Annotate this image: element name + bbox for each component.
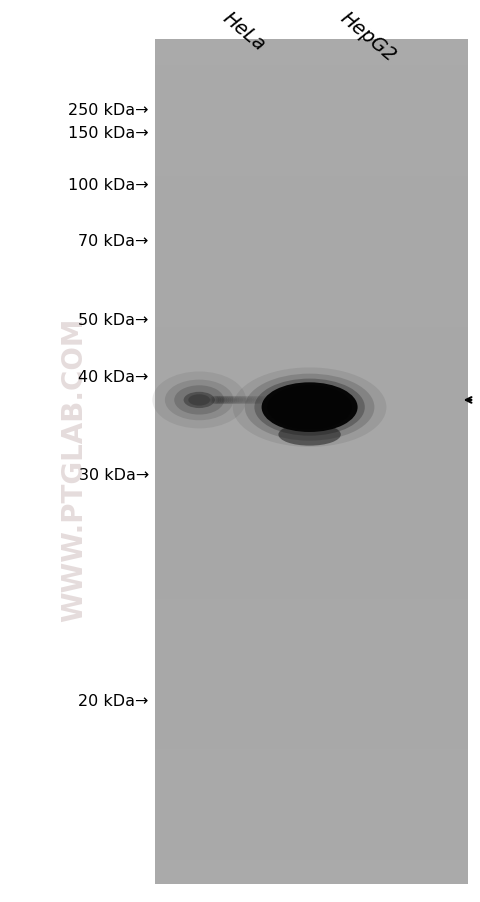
Text: HepG2: HepG2	[336, 8, 399, 65]
Ellipse shape	[233, 368, 386, 447]
Text: 250 kDa→: 250 kDa→	[68, 103, 149, 117]
Ellipse shape	[188, 395, 210, 406]
Ellipse shape	[241, 397, 251, 404]
Text: 100 kDa→: 100 kDa→	[68, 178, 149, 192]
Ellipse shape	[267, 386, 352, 429]
Ellipse shape	[224, 397, 233, 404]
Text: 150 kDa→: 150 kDa→	[68, 126, 149, 141]
Text: 20 kDa→: 20 kDa→	[78, 694, 149, 708]
Ellipse shape	[262, 382, 358, 432]
Text: 30 kDa→: 30 kDa→	[79, 468, 149, 483]
Ellipse shape	[245, 397, 254, 404]
Ellipse shape	[152, 372, 246, 428]
Bar	[155, 41, 468, 884]
Ellipse shape	[226, 397, 235, 404]
Ellipse shape	[174, 386, 224, 415]
Ellipse shape	[218, 397, 228, 404]
Ellipse shape	[275, 390, 344, 426]
Ellipse shape	[243, 397, 252, 404]
Ellipse shape	[233, 397, 243, 404]
Ellipse shape	[212, 397, 222, 404]
Ellipse shape	[237, 397, 247, 404]
Ellipse shape	[210, 397, 220, 404]
Ellipse shape	[214, 397, 224, 404]
Text: 50 kDa→: 50 kDa→	[78, 313, 149, 327]
Ellipse shape	[286, 395, 334, 420]
Ellipse shape	[183, 392, 215, 409]
Ellipse shape	[228, 397, 237, 404]
Ellipse shape	[216, 397, 226, 404]
Text: 70 kDa→: 70 kDa→	[78, 234, 149, 248]
Text: HeLa: HeLa	[218, 8, 268, 54]
Text: 40 kDa→: 40 kDa→	[78, 370, 149, 384]
Ellipse shape	[229, 397, 239, 404]
Ellipse shape	[222, 397, 231, 404]
Ellipse shape	[278, 424, 341, 446]
Ellipse shape	[165, 381, 233, 420]
Ellipse shape	[245, 374, 374, 441]
Ellipse shape	[239, 397, 249, 404]
Ellipse shape	[231, 397, 241, 404]
Text: WWW.PTGLAB.COM: WWW.PTGLAB.COM	[60, 317, 88, 621]
Ellipse shape	[254, 379, 365, 437]
Ellipse shape	[220, 397, 229, 404]
Ellipse shape	[235, 397, 245, 404]
